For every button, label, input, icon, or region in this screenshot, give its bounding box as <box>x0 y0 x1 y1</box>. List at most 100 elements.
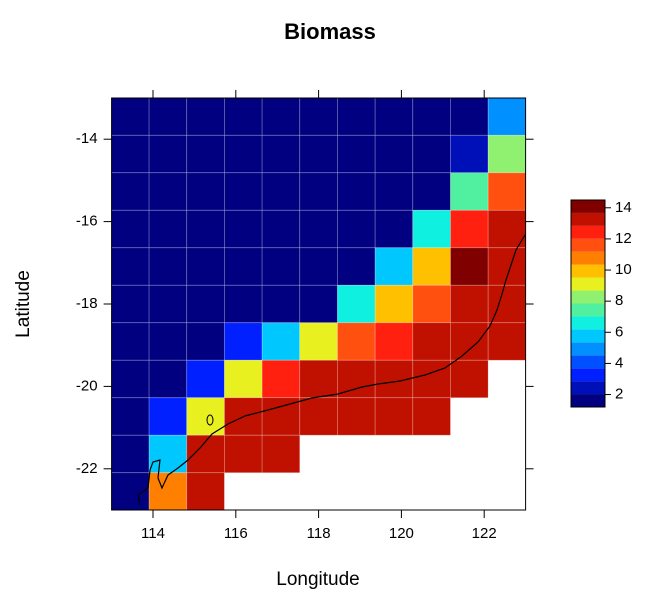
cell <box>374 172 414 211</box>
x-tick-label: 122 <box>472 525 497 542</box>
cell <box>111 284 150 324</box>
colorbar: 2 4 6 8 10 12 14 <box>570 199 632 408</box>
cell <box>148 284 188 324</box>
cell <box>450 359 489 399</box>
cell <box>450 322 489 361</box>
cell <box>374 247 414 286</box>
x-tick-label: 114 <box>141 525 165 542</box>
cell <box>450 284 489 324</box>
cell <box>224 247 263 286</box>
colorbar-tick-label: 6 <box>615 323 623 340</box>
cell <box>337 172 376 211</box>
cell <box>487 134 527 174</box>
y-tick-label: -20 <box>76 377 98 394</box>
cell <box>412 172 451 211</box>
cell <box>224 434 263 474</box>
colorbar-band <box>571 238 605 252</box>
y-tick-label: -22 <box>76 460 98 477</box>
cell <box>148 97 188 136</box>
cell <box>299 134 338 174</box>
colorbar-band <box>571 368 605 382</box>
cell <box>148 134 188 174</box>
cell <box>186 322 225 361</box>
cell <box>148 434 188 474</box>
y-tick-label: -16 <box>76 213 98 230</box>
cell <box>261 172 301 211</box>
cell <box>186 472 225 511</box>
cell <box>450 247 489 286</box>
cell <box>148 209 188 249</box>
cell <box>337 322 376 361</box>
cell <box>224 134 263 174</box>
cell <box>111 134 150 174</box>
cell <box>261 434 301 474</box>
cell <box>186 359 225 399</box>
cell <box>412 134 451 174</box>
cell <box>261 134 301 174</box>
cell <box>299 322 338 361</box>
cell <box>412 322 451 361</box>
chart-title: Biomass <box>284 19 376 44</box>
cell <box>299 172 338 211</box>
cell <box>374 397 414 436</box>
x-tick-label: 118 <box>307 525 331 542</box>
cell <box>148 397 188 436</box>
cell <box>450 97 489 136</box>
cell <box>337 397 376 436</box>
coastline <box>137 234 526 506</box>
cell <box>450 172 489 211</box>
cell <box>148 322 188 361</box>
cell <box>374 322 414 361</box>
colorbar-frame <box>570 199 606 408</box>
cell <box>224 359 263 399</box>
cell <box>224 97 263 136</box>
cell <box>412 247 451 286</box>
cell <box>111 97 150 136</box>
cell <box>186 397 225 436</box>
cell <box>224 209 263 249</box>
colorbar-tick-label: 2 <box>615 386 623 403</box>
cell <box>111 397 150 436</box>
cell <box>224 322 263 361</box>
cell <box>261 284 301 324</box>
y-axis-label: Latitude <box>13 270 34 338</box>
cell <box>261 97 301 136</box>
colorbar-band <box>571 303 605 317</box>
axes: 114 116 118 120 122 -14 -16 -18 -20 -22 <box>76 90 534 542</box>
colorbar-band <box>571 329 605 343</box>
colorbar-band <box>571 316 605 330</box>
cell <box>111 434 150 474</box>
colorbar-tick-label: 14 <box>615 199 632 216</box>
cell <box>299 97 338 136</box>
y-tick-label: -18 <box>76 295 98 312</box>
cell <box>450 134 489 174</box>
cell <box>450 209 489 249</box>
colorbar-band <box>571 342 605 356</box>
cell <box>412 359 451 399</box>
cell <box>224 284 263 324</box>
colorbar-tick-label: 8 <box>615 292 623 309</box>
cell <box>374 284 414 324</box>
colorbar-band <box>571 355 605 369</box>
cell <box>261 397 301 436</box>
cell <box>299 397 338 436</box>
cell <box>148 359 188 399</box>
cell <box>337 359 376 399</box>
cell <box>186 284 225 324</box>
cell <box>261 247 301 286</box>
y-tick-label: -14 <box>76 130 98 147</box>
cell <box>186 172 225 211</box>
cell <box>374 209 414 249</box>
cell <box>186 97 225 136</box>
colorbar-band <box>571 394 605 407</box>
cell <box>337 134 376 174</box>
colorbar-band <box>571 212 605 226</box>
cell <box>261 209 301 249</box>
cell <box>186 134 225 174</box>
colorbar-band <box>571 381 605 395</box>
cells <box>111 97 527 511</box>
cell <box>299 247 338 286</box>
cell <box>487 97 527 136</box>
